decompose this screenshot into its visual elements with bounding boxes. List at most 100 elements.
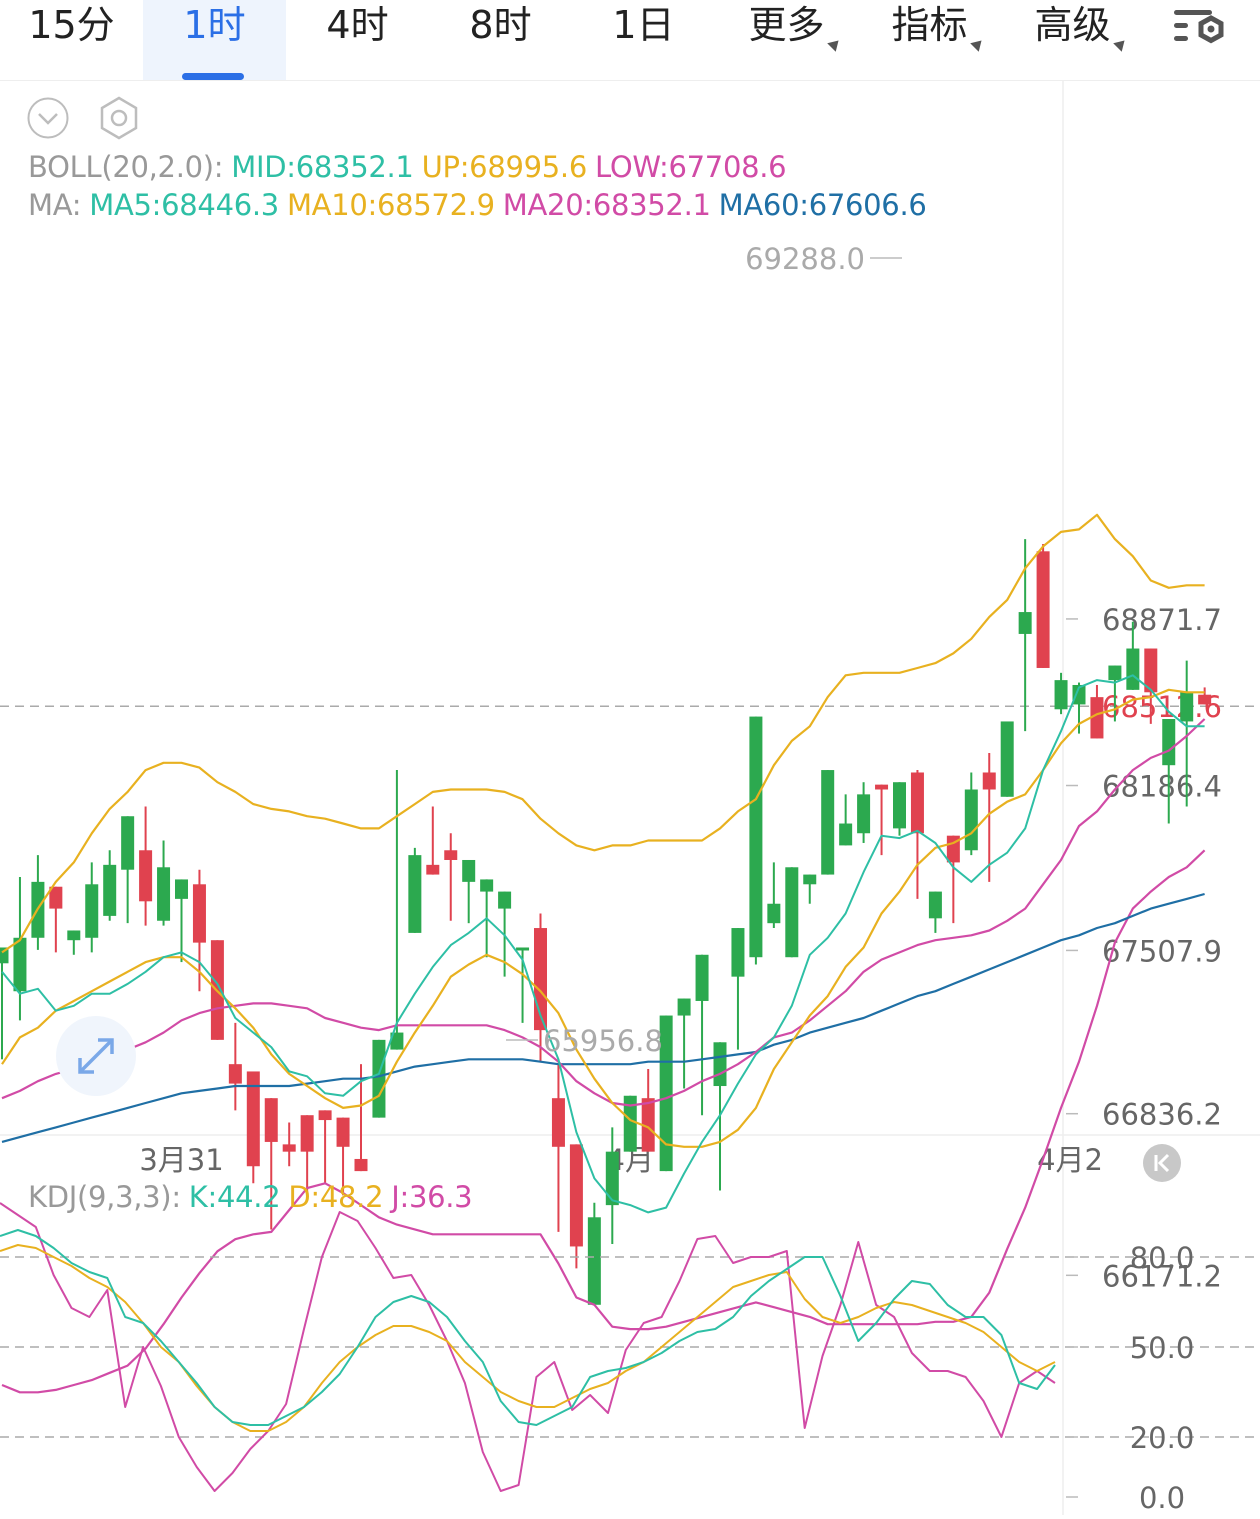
tab-label: 8时	[469, 3, 532, 47]
boll-lower-line	[1, 849, 1206, 1394]
boll-name: BOLL(20,2.0):	[28, 150, 224, 184]
candle-body	[103, 864, 117, 916]
kdj-j-value: J:36.3	[391, 1180, 473, 1214]
ma20-value: MA20:68352.1	[502, 188, 711, 222]
ma20-line	[1, 718, 1206, 1107]
candle-body	[462, 859, 476, 882]
candle-body	[300, 1115, 314, 1152]
time-axis-label: 4月2	[1037, 1143, 1103, 1177]
tab-1[interactable]: 1时	[143, 0, 286, 80]
tab-3[interactable]: 8时	[429, 0, 572, 80]
collapse-indicators-button[interactable]	[27, 97, 69, 139]
tab-6[interactable]: 指标	[858, 0, 1001, 80]
candle-body	[0, 947, 9, 964]
candle-body	[85, 884, 99, 938]
ma10-value: MA10:68572.9	[286, 188, 495, 222]
hexagon-settings-icon	[100, 96, 138, 140]
kdj-name: KDJ(9,3,3):	[28, 1180, 181, 1214]
candle-body	[677, 998, 691, 1016]
candle-body	[1180, 692, 1194, 722]
candle-body	[336, 1117, 350, 1147]
candle-body	[1108, 665, 1122, 681]
candle-body	[964, 789, 978, 851]
candle-body	[246, 1071, 260, 1167]
candle-body	[1036, 551, 1050, 668]
candle-body	[372, 1039, 386, 1118]
candle-body	[695, 954, 709, 1001]
kdj-tick-label: 50.0	[1130, 1331, 1195, 1365]
expand-arrows-icon	[78, 1038, 114, 1074]
candle-body	[623, 1095, 637, 1152]
candle-body	[713, 1042, 727, 1087]
price-tick-label: 66836.2	[1102, 1098, 1222, 1132]
candle-body	[282, 1144, 296, 1152]
chevron-down-circle-icon	[27, 97, 69, 139]
candle-body	[928, 891, 942, 919]
candle-body	[1144, 648, 1158, 693]
candle-body	[1054, 680, 1068, 710]
back-to-start-button[interactable]	[1143, 1144, 1181, 1182]
dropdown-triangle-icon	[826, 36, 843, 52]
candle-body	[1018, 612, 1032, 634]
kdj-legend: KDJ(9,3,3): K:44.2 D:48.2 J:36.3	[28, 1180, 480, 1214]
tab-0[interactable]: 15分	[0, 0, 143, 80]
price-tick-label: 68871.7	[1102, 603, 1222, 637]
kdj-k-line	[0, 1229, 1056, 1426]
boll-legend: BOLL(20,2.0): MID:68352.1 UP:68995.6 LOW:67…	[28, 150, 794, 184]
price-tick-label: 68186.4	[1102, 770, 1222, 804]
price-tick-label: 67507.9	[1102, 934, 1222, 968]
candle-body	[587, 1217, 601, 1305]
ma5-line	[1, 674, 1205, 1214]
max-price-label: 69288.0	[745, 242, 865, 276]
candle-body	[569, 1144, 583, 1247]
active-tab-indicator	[182, 73, 244, 80]
tab-label: 1日	[612, 3, 675, 47]
candle-body	[1000, 721, 1014, 797]
kdj-d-value: D:48.2	[288, 1180, 384, 1214]
candle-body	[49, 886, 63, 909]
kdj-tick-label: 80.0	[1130, 1241, 1195, 1275]
boll-mid: MID:68352.1	[231, 150, 414, 184]
candle-body	[839, 823, 853, 846]
chart-settings-icon	[1174, 10, 1224, 44]
candle-body	[444, 850, 458, 860]
candle-body	[157, 867, 171, 921]
candle-body	[749, 716, 763, 958]
chart-area[interactable]: 68871.7 68186.4 67507.9 66836.2 66171.2 3月31 4…	[0, 80, 1260, 1515]
candle-body	[803, 874, 817, 885]
min-price-label: 65956.8	[543, 1024, 663, 1058]
back-to-start-icon	[1154, 1153, 1170, 1173]
tab-label: 4时	[326, 3, 389, 47]
tab-label: 指标	[891, 3, 986, 52]
candle-body	[1072, 684, 1086, 705]
chart-svg: 68871.7 68186.4 67507.9 66836.2 66171.2 3月31 4…	[0, 80, 1260, 1515]
candle-body	[785, 867, 799, 958]
tab-label: 更多	[748, 3, 843, 52]
tab-7[interactable]: 高级	[1001, 0, 1144, 80]
chart-settings-button[interactable]	[1168, 4, 1234, 54]
expand-chart-button[interactable]	[56, 1016, 136, 1096]
candle-body	[821, 770, 835, 875]
candle-body	[641, 1098, 655, 1152]
candle-body	[390, 1032, 404, 1050]
candle-body	[192, 884, 206, 943]
timeframe-tabs: 15分 1时 4时 8时 1日 更多 指标 高级	[0, 0, 1260, 81]
candle-body	[228, 1064, 242, 1084]
candle-body	[1162, 719, 1176, 766]
tab-4[interactable]: 1日	[572, 0, 715, 80]
candle-body	[1126, 648, 1140, 690]
candle-body	[67, 930, 81, 941]
dropdown-triangle-icon	[1112, 36, 1129, 52]
candle-body	[426, 864, 440, 875]
candle-body	[875, 784, 889, 790]
ma5-value: MA5:68446.3	[89, 188, 279, 222]
price-tick-label: 66171.2	[1102, 1259, 1222, 1293]
indicator-settings-button[interactable]	[96, 95, 142, 141]
candle-body	[1198, 694, 1212, 705]
tab-5[interactable]: 更多	[715, 0, 858, 80]
candle-body	[318, 1110, 332, 1121]
candle-body	[139, 850, 153, 902]
candle-body	[354, 1158, 368, 1172]
candle-body	[498, 891, 512, 909]
tab-2[interactable]: 4时	[286, 0, 429, 80]
